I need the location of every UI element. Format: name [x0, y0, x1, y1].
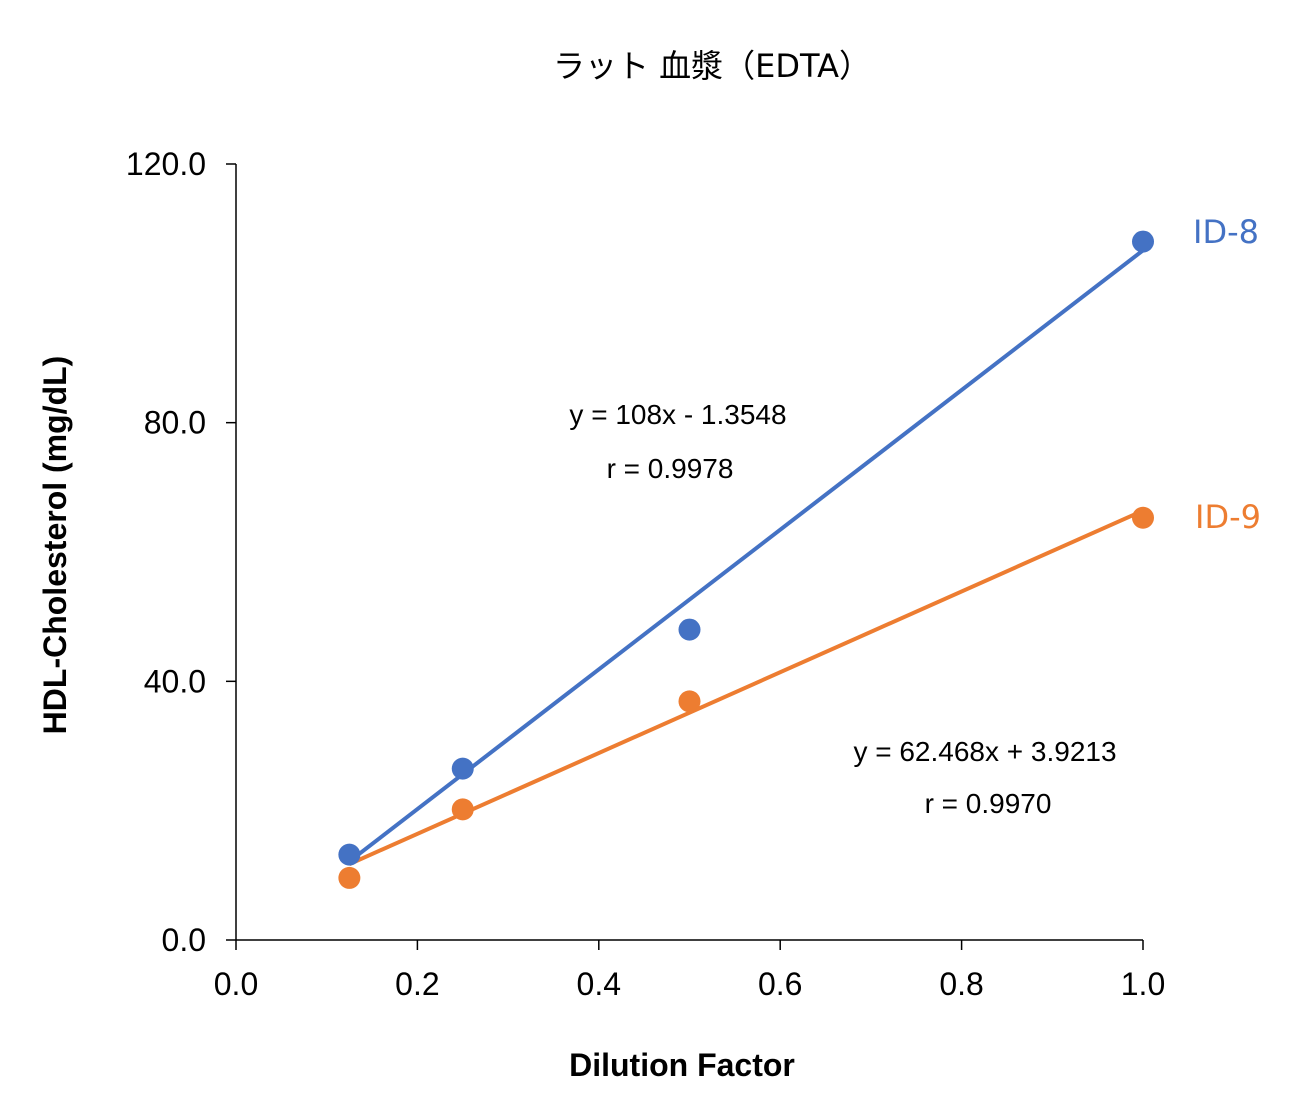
trendline-id8 [348, 248, 1145, 864]
data-point-id8 [338, 843, 361, 866]
data-point-id8 [678, 618, 701, 641]
x-tick-label: 0.8 [939, 966, 983, 1002]
trendline-id9 [348, 508, 1144, 866]
x-tick-label: 0.6 [758, 966, 802, 1002]
x-tick-label: 0.2 [395, 966, 439, 1002]
series-label-id9: ID-9 [1195, 498, 1261, 536]
trendlines [348, 248, 1145, 866]
data-point-id9 [451, 798, 474, 821]
x-tick-label: 0.0 [214, 966, 258, 1002]
chart-title: ラット 血漿（EDTA） [553, 47, 871, 85]
y-axis-title: HDL-Cholesterol (mg/dL) [37, 356, 73, 735]
y-tick-label: 120.0 [126, 146, 206, 182]
y-tick-label: 40.0 [144, 663, 206, 699]
y-tick-label: 0.0 [162, 922, 206, 958]
x-tick-label: 1.0 [1121, 966, 1165, 1002]
id8-r-value: r = 0.9978 [607, 453, 734, 484]
ticks: 0.0 40.0 80.0 120.0 0.0 0.2 0.4 0.6 0.8 1.0 [126, 146, 1165, 1002]
id8-equation: y = 108x - 1.3548 [569, 399, 786, 430]
series-label-id8: ID-8 [1193, 213, 1259, 251]
id9-equation: y = 62.468x + 3.9213 [853, 736, 1116, 767]
axes [235, 164, 1143, 941]
x-tick-label: 0.4 [577, 966, 621, 1002]
data-point-id9 [338, 866, 361, 889]
data-points [338, 230, 1154, 889]
data-point-id9 [678, 690, 701, 713]
data-point-id9 [1132, 506, 1154, 529]
data-point-id8 [1132, 230, 1154, 253]
id9-r-value: r = 0.9970 [925, 788, 1052, 819]
y-tick-label: 80.0 [144, 405, 206, 441]
x-axis-title: Dilution Factor [569, 1047, 795, 1083]
data-point-id8 [451, 757, 474, 780]
